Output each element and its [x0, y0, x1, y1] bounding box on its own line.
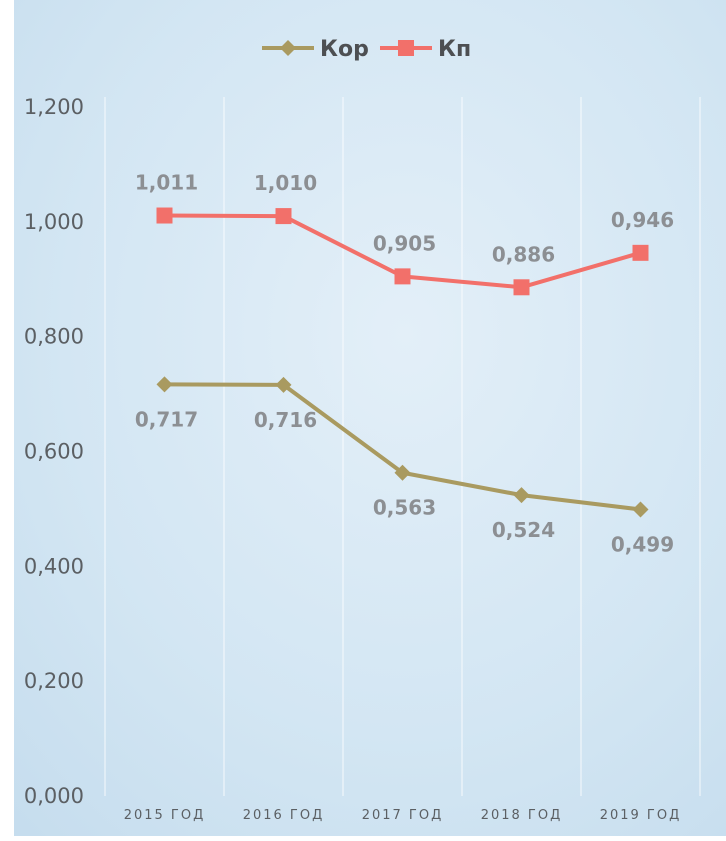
data-point-kor: [156, 376, 173, 393]
data-label-kp: 1,010: [254, 171, 317, 195]
data-label-kp: 0,886: [492, 242, 555, 266]
data-label-kp: 0,905: [373, 231, 436, 255]
data-point-kor: [275, 376, 292, 393]
x-tick-label: 2016 ГОД: [243, 808, 325, 823]
data-label-kor: 0,563: [373, 496, 436, 520]
x-tick-label: 2017 ГОД: [362, 808, 444, 823]
x-axis-ticks: 2015 ГОД 2016 ГОД 2017 ГОД 2018 ГОД 2019 ГОД: [124, 808, 682, 823]
data-label-kp: 1,011: [135, 171, 198, 195]
y-tick-label: 0,800: [24, 325, 84, 349]
y-tick-label: 0,000: [24, 784, 84, 808]
y-tick-label: 0,600: [24, 440, 84, 464]
data-label-kor: 0,716: [254, 408, 317, 432]
data-point-kp: [394, 268, 411, 285]
y-tick-label: 0,200: [24, 669, 84, 693]
data-label-kp: 0,946: [611, 208, 674, 232]
plot-background: [14, 0, 726, 836]
data-point-kor: [394, 464, 411, 481]
legend: Кор Кп: [262, 37, 471, 62]
data-labels-layer: 0,717 0,716 0,563 0,524 0,499 1,011 1,010 0,905…: [135, 171, 674, 557]
data-point-kp: [275, 208, 292, 225]
legend-label-kp: Кп: [438, 37, 471, 62]
series-layer: [156, 207, 649, 518]
x-tick-label: 2015 ГОД: [124, 808, 206, 823]
data-point-kp: [156, 207, 173, 224]
y-tick-label: 1,200: [24, 95, 84, 119]
data-point-kp: [513, 279, 530, 296]
data-label-kor: 0,499: [611, 532, 674, 556]
legend-label-kor: Кор: [320, 37, 369, 62]
legend-marker-kp: [398, 40, 414, 56]
data-point-kp: [632, 244, 649, 261]
data-point-kor: [632, 501, 649, 518]
data-label-kor: 0,717: [135, 407, 198, 431]
legend-marker-kor: [280, 40, 296, 56]
gridlines: [104, 97, 701, 796]
y-tick-label: 1,000: [24, 210, 84, 234]
y-tick-label: 0,400: [24, 554, 84, 578]
x-tick-label: 2018 ГОД: [481, 808, 563, 823]
data-point-kor: [513, 487, 530, 504]
y-axis-ticks: 0,000 0,200 0,400 0,600 0,800 1,000 1,200: [24, 95, 84, 808]
data-label-kor: 0,524: [492, 518, 555, 542]
x-tick-label: 2019 ГОД: [600, 808, 682, 823]
